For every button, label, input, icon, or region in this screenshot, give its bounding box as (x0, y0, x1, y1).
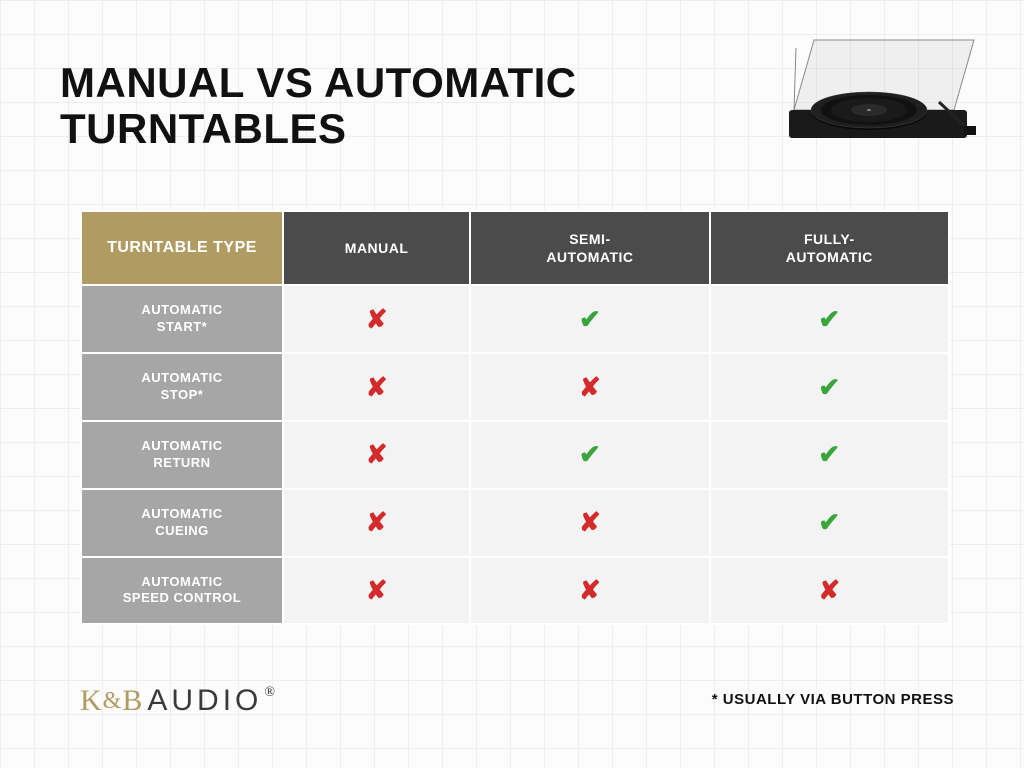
turntable-illustration (774, 30, 984, 170)
brand-logo: K&BAUDIO® (80, 684, 276, 718)
check-cell: ✔ (711, 422, 948, 488)
cross-icon: ✘ (818, 575, 840, 605)
check-cell: ✔ (711, 286, 948, 352)
cross-cell: ✘ (284, 490, 469, 556)
check-icon: ✔ (818, 507, 840, 537)
cross-cell: ✘ (471, 558, 708, 624)
table-row: AUTOMATICCUEING ✘ ✘ ✔ (82, 490, 948, 556)
cross-icon: ✘ (366, 507, 388, 537)
footnote-text: * USUALLY VIA BUTTON PRESS (712, 691, 954, 708)
cross-cell: ✘ (284, 422, 469, 488)
cross-icon: ✘ (366, 372, 388, 402)
cross-icon: ✘ (366, 575, 388, 605)
header-col-manual: MANUAL (284, 212, 469, 284)
check-icon: ✔ (579, 304, 601, 334)
check-cell: ✔ (471, 286, 708, 352)
title-line-1: MANUAL VS AUTOMATIC (60, 59, 577, 106)
cross-cell: ✘ (284, 558, 469, 624)
cross-cell: ✘ (471, 490, 708, 556)
cross-icon: ✘ (366, 439, 388, 469)
cross-cell: ✘ (471, 354, 708, 420)
row-label: AUTOMATICSTOP* (82, 354, 282, 420)
comparison-table: TURNTABLE TYPE MANUAL SEMI-AUTOMATIC FUL… (80, 210, 950, 625)
check-icon: ✔ (818, 372, 840, 402)
row-label: AUTOMATICRETURN (82, 422, 282, 488)
logo-audio: AUDIO (147, 684, 262, 717)
cross-icon: ✘ (579, 507, 601, 537)
logo-b: B (122, 684, 143, 717)
title-line-2: TURNTABLES (60, 105, 347, 152)
table-row: AUTOMATICRETURN ✘ ✔ ✔ (82, 422, 948, 488)
logo-ampersand: & (103, 688, 123, 714)
row-label: AUTOMATICCUEING (82, 490, 282, 556)
check-cell: ✔ (471, 422, 708, 488)
logo-registered: ® (264, 685, 276, 700)
table-row: AUTOMATICSTOP* ✘ ✘ ✔ (82, 354, 948, 420)
cross-cell: ✘ (284, 354, 469, 420)
cross-cell: ✘ (711, 558, 948, 624)
check-icon: ✔ (579, 439, 601, 469)
cross-cell: ✘ (284, 286, 469, 352)
check-cell: ✔ (711, 354, 948, 420)
logo-k: K (80, 684, 103, 717)
check-icon: ✔ (818, 439, 840, 469)
check-icon: ✔ (818, 304, 840, 334)
cross-icon: ✘ (366, 304, 388, 334)
row-label: AUTOMATICSTART* (82, 286, 282, 352)
table-row: AUTOMATICSTART* ✘ ✔ ✔ (82, 286, 948, 352)
table-row: AUTOMATICSPEED CONTROL ✘ ✘ ✘ (82, 558, 948, 624)
check-cell: ✔ (711, 490, 948, 556)
page-title: MANUAL VS AUTOMATIC TURNTABLES (60, 60, 577, 152)
header-col-fully: FULLY-AUTOMATIC (711, 212, 948, 284)
cross-icon: ✘ (579, 575, 601, 605)
row-label: AUTOMATICSPEED CONTROL (82, 558, 282, 624)
cross-icon: ✘ (579, 372, 601, 402)
header-turntable-type: TURNTABLE TYPE (82, 212, 282, 284)
table-header-row: TURNTABLE TYPE MANUAL SEMI-AUTOMATIC FUL… (82, 212, 948, 284)
header-col-semi: SEMI-AUTOMATIC (471, 212, 708, 284)
